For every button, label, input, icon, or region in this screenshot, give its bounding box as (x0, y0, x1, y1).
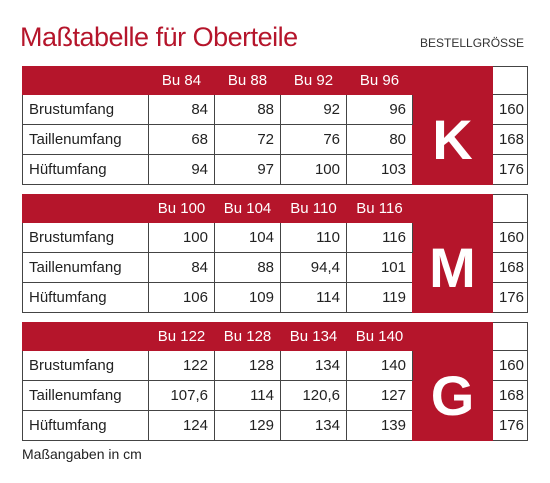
order-header (492, 66, 528, 95)
measurement: 139 (346, 410, 413, 441)
measurement: 119 (346, 282, 413, 313)
data-row: Taillenumfang 107,6 114 120,6 127 168 (22, 380, 528, 411)
measurement: 114 (280, 282, 347, 313)
size-header: Bu 104 (214, 194, 281, 223)
row-label: Hüftumfang (22, 154, 149, 185)
measurement: 110 (280, 222, 347, 253)
order-size: 176 (492, 154, 528, 185)
row-label: Taillenumfang (22, 252, 149, 283)
order-header (492, 322, 528, 351)
data-row: Brustumfang 100 104 110 116 M 160 (22, 222, 528, 313)
measurement: 94 (148, 154, 215, 185)
data-row: Taillenumfang 84 88 94,4 101 168 (22, 252, 528, 283)
size-letter: M (412, 222, 493, 313)
data-row: Hüftumfang 106 109 114 119 176 (22, 282, 528, 313)
measurement: 68 (148, 124, 215, 155)
size-header: Bu 128 (214, 322, 281, 351)
measurement: 100 (148, 222, 215, 253)
size-header: Bu 140 (346, 322, 413, 351)
row-label: Brustumfang (22, 350, 149, 381)
header-row: Bu 84 Bu 88 Bu 92 Bu 96 (22, 66, 528, 95)
measurement: 120,6 (280, 380, 347, 411)
measurement: 84 (148, 252, 215, 283)
letter-header (412, 194, 493, 223)
row-label: Taillenumfang (22, 124, 149, 155)
measurement: 124 (148, 410, 215, 441)
measurement: 109 (214, 282, 281, 313)
data-row: Brustumfang 84 88 92 96 K 160 (22, 94, 528, 185)
measurement: 92 (280, 94, 347, 125)
letter-header (412, 322, 493, 351)
order-size: 168 (492, 252, 528, 283)
size-header: Bu 116 (346, 194, 413, 223)
measurement: 72 (214, 124, 281, 155)
order-header (492, 194, 528, 223)
size-table: Bu 84 Bu 88 Bu 92 Bu 96 Brustumfang 84 88 92 96 K… (22, 66, 528, 185)
measurement: 104 (214, 222, 281, 253)
size-letter: K (412, 94, 493, 185)
order-size-label: BESTELLGRÖSSE (420, 36, 525, 50)
measurement: 106 (148, 282, 215, 313)
size-table: Bu 100 Bu 104 Bu 110 Bu 116 Brustumfang 100 10… (22, 194, 528, 313)
measurement: 122 (148, 350, 215, 381)
order-size: 176 (492, 410, 528, 441)
size-header: Bu 92 (280, 66, 347, 95)
order-size: 176 (492, 282, 528, 313)
order-size: 160 (492, 94, 528, 125)
order-size: 160 (492, 222, 528, 253)
size-header: Bu 88 (214, 66, 281, 95)
order-size: 168 (492, 380, 528, 411)
footer: Maßangaben in cm (22, 446, 142, 462)
measurement: 129 (214, 410, 281, 441)
data-row: Hüftumfang 94 97 100 103 176 (22, 154, 528, 185)
measurement: 80 (346, 124, 413, 155)
measurement: 107,6 (148, 380, 215, 411)
measurement: 100 (280, 154, 347, 185)
measurement: 134 (280, 410, 347, 441)
size-header: Bu 122 (148, 322, 215, 351)
measurement: 127 (346, 380, 413, 411)
measurement: 140 (346, 350, 413, 381)
order-size: 160 (492, 350, 528, 381)
measurement: 76 (280, 124, 347, 155)
row-label: Brustumfang (22, 222, 149, 253)
row-label: Brustumfang (22, 94, 149, 125)
measurement: 134 (280, 350, 347, 381)
measurement: 101 (346, 252, 413, 283)
header-cell (22, 322, 149, 351)
size-table: Bu 122 Bu 128 Bu 134 Bu 140 Brustumfang 122 12… (22, 322, 528, 441)
header-row: Bu 122 Bu 128 Bu 134 Bu 140 (22, 322, 528, 351)
measurement: 103 (346, 154, 413, 185)
letter-header (412, 66, 493, 95)
size-header: Bu 96 (346, 66, 413, 95)
row-label: Hüftumfang (22, 410, 149, 441)
measurement: 116 (346, 222, 413, 253)
size-letter: G (412, 350, 493, 441)
measurement: 114 (214, 380, 281, 411)
row-label: Hüftumfang (22, 282, 149, 313)
measurement: 96 (346, 94, 413, 125)
header-cell (22, 66, 149, 95)
measurement: 97 (214, 154, 281, 185)
data-row: Hüftumfang 124 129 134 139 176 (22, 410, 528, 441)
size-header: Bu 134 (280, 322, 347, 351)
data-row: Brustumfang 122 128 134 140 G 160 (22, 350, 528, 441)
size-header: Bu 84 (148, 66, 215, 95)
measurement: 94,4 (280, 252, 347, 283)
header-row: Bu 100 Bu 104 Bu 110 Bu 116 (22, 194, 528, 223)
row-label: Taillenumfang (22, 380, 149, 411)
title: Maßtabelle für Oberteile (20, 22, 298, 52)
measurement: 88 (214, 94, 281, 125)
measurement: 88 (214, 252, 281, 283)
size-header: Bu 110 (280, 194, 347, 223)
header-cell (22, 194, 149, 223)
order-size: 168 (492, 124, 528, 155)
measurement: 84 (148, 94, 215, 125)
measurement: 128 (214, 350, 281, 381)
size-header: Bu 100 (148, 194, 215, 223)
